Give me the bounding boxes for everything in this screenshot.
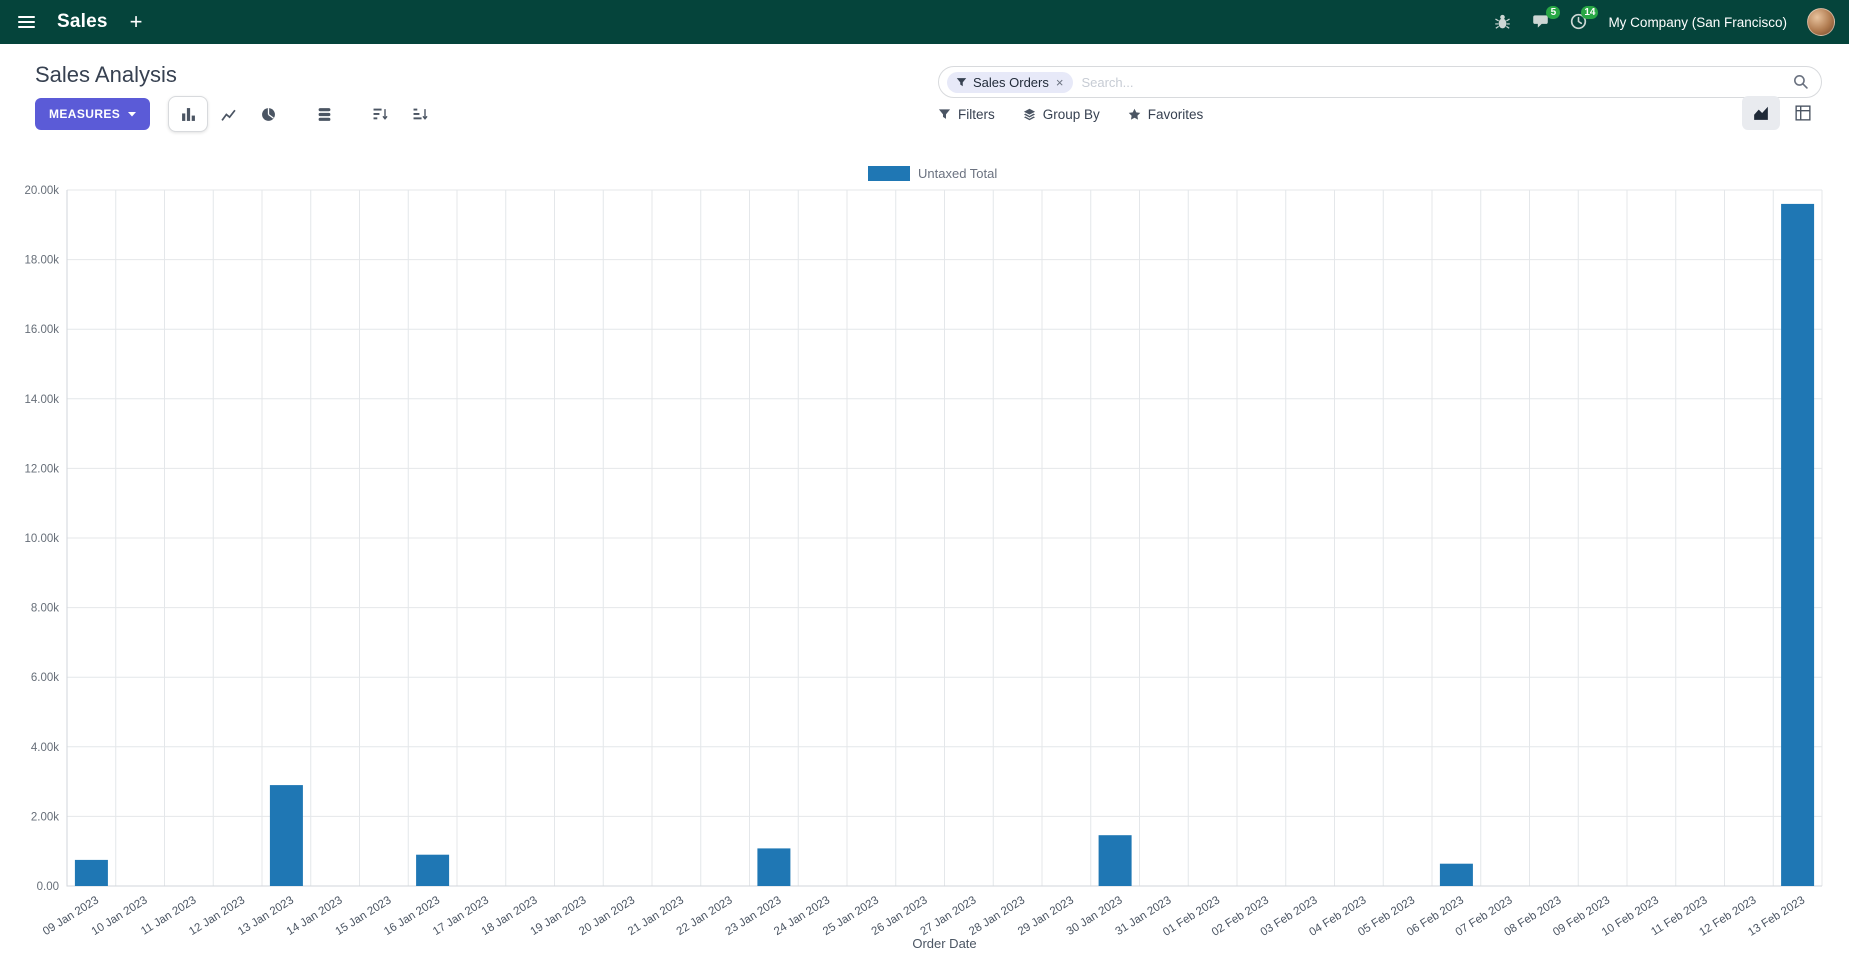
y-axis-tick-label: 14.00k — [24, 394, 59, 406]
search-bar[interactable]: Sales Orders × — [938, 66, 1822, 98]
search-facet-label: Sales Orders — [973, 74, 1049, 90]
bar[interactable]: 13 Feb 2023: 19600 — [1781, 203, 1815, 886]
user-avatar[interactable] — [1807, 8, 1835, 36]
legend-swatch — [868, 166, 910, 181]
filters-menu-button[interactable]: Filters — [938, 107, 995, 122]
y-axis-tick-label: 6.00k — [31, 672, 59, 684]
legend-label: Untaxed Total — [918, 166, 997, 181]
pivot-view-button[interactable] — [1784, 96, 1822, 130]
measures-label: MEASURES — [49, 107, 121, 121]
bar[interactable]: 09 Jan 2023: 750 — [74, 859, 108, 886]
x-axis-title: Order Date — [912, 936, 976, 951]
activities-clock-icon[interactable]: 14 — [1570, 6, 1599, 31]
axis-line — [66, 190, 1822, 887]
layers-icon — [1023, 108, 1035, 120]
favorites-label: Favorites — [1147, 106, 1204, 122]
sort-ascending-button[interactable] — [400, 96, 440, 132]
page-title: Sales Analysis — [35, 62, 177, 87]
bar-chart-type-button[interactable] — [168, 96, 208, 132]
app-name[interactable]: Sales — [57, 11, 108, 32]
filter-funnel-icon — [938, 108, 951, 119]
plus-icon[interactable]: + — [129, 9, 143, 34]
area-chart-icon — [1754, 106, 1768, 120]
view-switcher — [1742, 96, 1822, 130]
bar[interactable]: 13 Jan 2023: 2900 — [269, 785, 303, 886]
y-axis-tick-label: 10.00k — [24, 533, 59, 545]
search-facet-sales-orders[interactable]: Sales Orders × — [947, 71, 1074, 93]
group-by-label: Group By — [1042, 106, 1100, 122]
search-input[interactable] — [1081, 74, 1785, 90]
navbar-right: 5 14 My Company (San Francisco) — [1494, 6, 1835, 36]
y-axis-tick-label: 16.00k — [24, 324, 59, 336]
stacked-toggle-button[interactable] — [304, 96, 344, 132]
line-chart-type-button[interactable] — [208, 96, 248, 132]
sales-analysis-bar-chart: 0.00 2.00k 4.00k 6.00k 8.00k 10.00k 12.00k 14.0… — [24, 166, 1823, 951]
bar[interactable]: 23 Jan 2023: 1080 — [757, 848, 791, 886]
chart-region: 0.00 2.00k 4.00k 6.00k 8.00k 10.00k 12.00k 14.0… — [0, 140, 1849, 958]
sort-descending-button[interactable] — [360, 96, 400, 132]
y-axis-tick-label: 18.00k — [24, 255, 59, 267]
y-axis-tick-label: 8.00k — [31, 603, 59, 615]
favorites-menu-button[interactable]: Favorites — [1128, 106, 1204, 122]
bar[interactable]: 30 Jan 2023: 1460 — [1098, 835, 1132, 886]
measures-button[interactable]: MEASURES — [35, 98, 151, 130]
control-panel: Sales Analysis Sales Orders × MEASURES — [0, 44, 1849, 140]
chart-legend[interactable]: Untaxed Total — [868, 166, 997, 181]
y-axis-tick-label: 12.00k — [24, 463, 59, 475]
messages-badge: 5 — [1546, 6, 1561, 19]
activities-badge: 14 — [1581, 6, 1599, 19]
search-icon[interactable] — [1793, 74, 1809, 90]
y-axis-tick-label: 2.00k — [31, 811, 59, 823]
filters-label: Filters — [958, 106, 995, 122]
chart-type-toolbar — [168, 96, 440, 132]
pivot-table-icon — [1795, 105, 1811, 121]
search-options: Filters Group By Favorites — [938, 98, 1203, 130]
filter-funnel-icon — [956, 77, 967, 86]
star-icon — [1128, 108, 1141, 120]
navbar-left: Sales + — [14, 11, 147, 33]
apps-menu-icon[interactable] — [14, 12, 39, 32]
y-axis-tick-label: 4.00k — [31, 742, 59, 754]
messages-icon[interactable]: 5 — [1532, 6, 1561, 31]
chevron-down-icon — [128, 111, 137, 116]
company-switcher[interactable]: My Company (San Francisco) — [1608, 14, 1787, 30]
pie-chart-type-button[interactable] — [248, 96, 288, 132]
top-navbar: Sales + 5 14 My Company (San Francisco) — [0, 0, 1849, 44]
graph-view-button[interactable] — [1742, 96, 1780, 130]
debug-bug-icon[interactable] — [1494, 13, 1512, 31]
bar[interactable]: 06 Feb 2023: 640 — [1439, 863, 1473, 886]
y-axis-tick-label: 0.00 — [37, 881, 59, 893]
group-by-menu-button[interactable]: Group By — [1023, 107, 1100, 122]
y-axis-tick-label: 20.00k — [24, 185, 59, 197]
bar[interactable]: 16 Jan 2023: 900 — [416, 854, 450, 886]
facet-remove-icon[interactable]: × — [1055, 74, 1064, 90]
